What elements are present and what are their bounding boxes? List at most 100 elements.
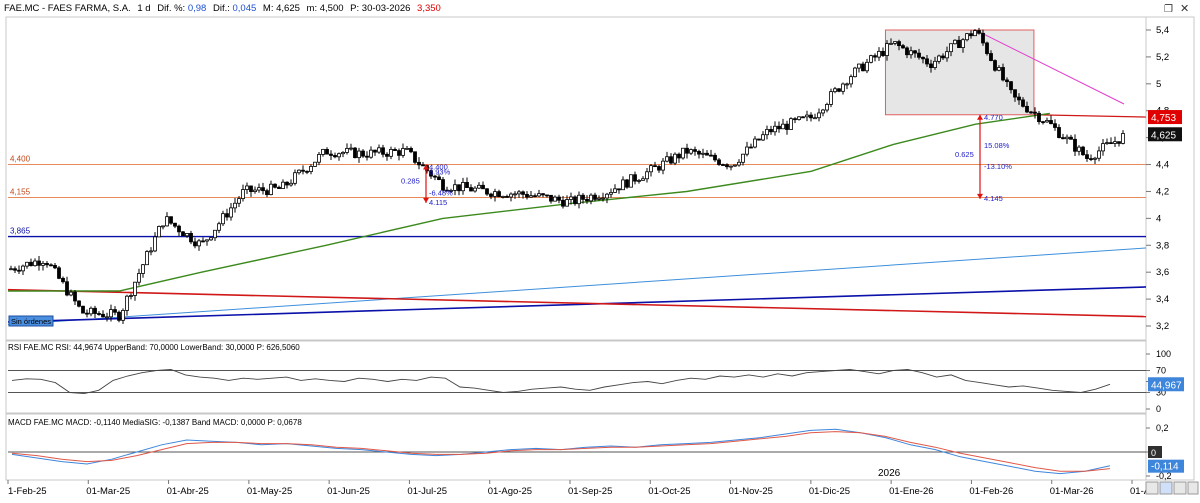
- candle-body: [585, 198, 589, 202]
- candle-body: [625, 179, 629, 188]
- candle-body: [269, 183, 273, 196]
- candle-body: [137, 273, 141, 283]
- candle-body: [493, 191, 497, 197]
- scroll-left-button[interactable]: [1145, 481, 1159, 495]
- candle-body: [201, 240, 205, 243]
- candle-body: [13, 268, 17, 271]
- candle-body: [997, 67, 1001, 71]
- candle-body: [577, 194, 581, 205]
- candle-body: [769, 129, 773, 133]
- candle-body: [129, 295, 133, 297]
- candle-body: [721, 164, 725, 166]
- macd-tag: [1148, 459, 1184, 473]
- candle-body: [881, 50, 885, 56]
- candle-body: [953, 39, 957, 45]
- candle-body: [321, 148, 325, 155]
- candle-body: [1061, 137, 1065, 140]
- candle-body: [441, 179, 445, 191]
- rsi-y-tick-label: 70: [1156, 366, 1166, 376]
- menu-button[interactable]: [1187, 481, 1199, 495]
- candle-body: [61, 277, 65, 283]
- close-button[interactable]: ✕: [1180, 3, 1189, 15]
- candle-body: [589, 194, 593, 202]
- candle-body: [913, 50, 917, 54]
- candle-body: [37, 260, 41, 266]
- candle-body: [909, 50, 913, 56]
- annotation-left-arrow-head-top: [423, 164, 429, 170]
- candle-body: [145, 251, 149, 266]
- annotation-left-bottom-label: 4.115: [429, 198, 447, 207]
- candle-body: [289, 182, 293, 186]
- candle-body: [69, 291, 73, 296]
- x-tick-label: 01-Ab: [1130, 486, 1155, 497]
- candle-body: [569, 196, 573, 200]
- candle-body: [969, 33, 973, 37]
- candle-body: [1121, 133, 1125, 144]
- candle-body: [265, 190, 269, 196]
- candle-body: [745, 146, 749, 155]
- candle-body: [961, 39, 965, 49]
- candle-body: [389, 149, 393, 157]
- candle-body: [241, 189, 245, 200]
- candle-body: [101, 313, 105, 318]
- max-value: 4,625: [276, 3, 300, 14]
- candle-body: [597, 197, 601, 200]
- candle-body: [1049, 120, 1053, 125]
- candle-body: [541, 193, 545, 196]
- candle-body: [837, 88, 841, 92]
- candle-body: [605, 193, 609, 199]
- candle-body: [461, 182, 465, 192]
- candle-body: [741, 153, 745, 163]
- candle-body: [533, 195, 537, 198]
- candle-body: [733, 164, 737, 167]
- candle-body: [1001, 67, 1005, 81]
- x-tick-label: 01-Jul-25: [407, 486, 447, 497]
- annotation-right-pct-up: 15.08%: [984, 141, 1010, 150]
- candle-body: [305, 170, 309, 173]
- trend-line-pink: [980, 32, 1125, 105]
- scroll-right-button[interactable]: [1173, 481, 1187, 495]
- min-label: m:: [307, 3, 318, 14]
- candle-body: [801, 116, 805, 119]
- profit-value: 3,350: [417, 3, 441, 14]
- candle-body: [49, 264, 53, 267]
- level-label: 4,400: [10, 155, 31, 164]
- candle-body: [669, 156, 673, 164]
- macd-panel[interactable]: [5, 413, 1147, 481]
- candle-body: [197, 240, 201, 247]
- candle-body: [1005, 79, 1009, 83]
- candle-body: [309, 166, 313, 172]
- restore-button[interactable]: ❐: [1164, 4, 1173, 15]
- candle-body: [297, 169, 301, 174]
- candle-body: [793, 118, 797, 121]
- candle-body: [345, 148, 349, 153]
- candle-body: [901, 45, 905, 49]
- candle-body: [693, 149, 697, 152]
- candle-body: [505, 195, 509, 198]
- candle-body: [1097, 150, 1101, 159]
- candle-body: [229, 207, 233, 218]
- candle-body: [301, 169, 305, 172]
- resistance-line: [1033, 114, 1147, 118]
- level-label: 3,865: [10, 227, 31, 236]
- candle-body: [93, 307, 97, 314]
- price-tag: [1148, 110, 1182, 125]
- candle-body: [893, 41, 897, 44]
- candle-body: [477, 184, 481, 189]
- candle-body: [233, 202, 237, 209]
- candle-body: [1033, 111, 1037, 114]
- candle-body: [885, 43, 889, 56]
- candle-body: [1013, 89, 1017, 98]
- candle-body: [817, 112, 821, 119]
- zoom-button[interactable]: [1159, 481, 1173, 495]
- candle-body: [849, 76, 853, 85]
- candle-body: [557, 196, 561, 201]
- candle-body: [209, 237, 213, 241]
- max-label: M:: [263, 3, 274, 14]
- candle-body: [41, 263, 45, 266]
- x-tick-label: 1-Feb-25: [8, 486, 47, 497]
- candle-body: [381, 147, 385, 155]
- candle-body: [237, 198, 241, 204]
- candle-body: [405, 148, 409, 150]
- candle-body: [873, 55, 877, 58]
